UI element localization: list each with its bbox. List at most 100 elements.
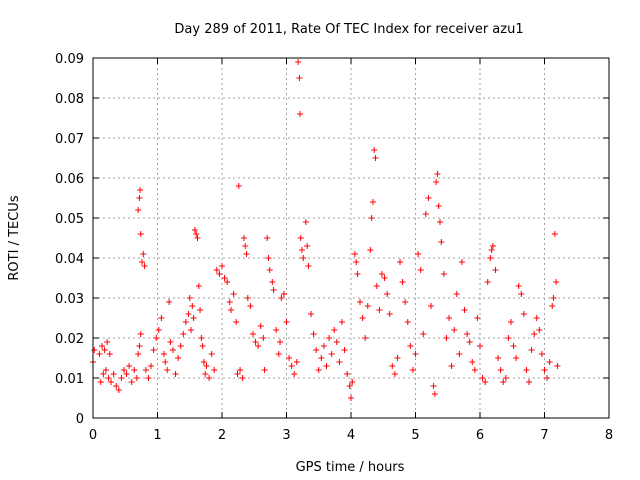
scatter-point [106,351,113,357]
scatter-point [453,291,460,297]
scatter-point [310,331,317,337]
scatter-point [162,359,169,365]
scatter-point [182,319,189,325]
scatter-point [131,367,138,373]
scatter-point [186,295,193,301]
scatter-point [101,347,108,353]
scatter-point [198,335,205,341]
scatter-point [140,251,147,257]
y-tick-label: 0.07 [55,132,84,147]
scatter-point [328,351,335,357]
scatter-point [399,279,406,285]
scatter-point [513,355,520,361]
y-tick-label: 0.08 [55,92,84,107]
scatter-point [341,347,348,353]
x-tick-label: 4 [347,428,355,443]
scatter-point [469,359,476,365]
scatter-point [216,271,223,277]
scatter-point [188,327,195,333]
scatter-point [407,343,414,349]
scatter-point [136,195,143,201]
scatter-point [97,379,104,385]
scatter-point [346,383,353,389]
scatter-point [91,347,98,353]
scatter-point [397,259,404,265]
scatter-point [331,327,338,333]
scatter-point [142,367,149,373]
scatter-point [190,315,197,321]
scatter-point [520,311,527,317]
scatter-point [283,319,290,325]
scatter-point [298,247,305,253]
scatter-point [199,343,206,349]
scatter-point [531,331,538,337]
scatter-point [338,319,345,325]
scatter-point [195,283,202,289]
y-axis-label: ROTI / TECUs [7,195,22,280]
y-tick-label: 0.05 [55,212,84,227]
scatter-point [264,235,271,241]
scatter-point [175,355,182,361]
scatter-point [102,367,109,373]
x-tick-label: 5 [411,428,419,443]
scatter-point [202,371,209,377]
scatter-point [546,359,553,365]
scatter-point [273,327,280,333]
scatter-point [104,339,111,345]
scatter-point [293,359,300,365]
scatter-point [420,331,427,337]
scatter-point [313,347,320,353]
scatter-point [437,219,444,225]
scatter-point [484,279,491,285]
scatter-point [434,171,441,177]
scatter-point [118,375,125,381]
scatter-point [137,231,144,237]
y-tick-label: 0.03 [55,292,84,307]
scatter-point [252,339,259,345]
scatter-point [326,335,333,341]
scatter-point [270,287,277,293]
scatter-point [308,311,315,317]
scatter-point [464,331,471,337]
scatter-point [133,375,140,381]
scatter-point [194,235,201,241]
scatter-point [164,367,171,373]
scatter-point [153,335,160,341]
scatter-point [249,331,256,337]
scatter-point [172,371,179,377]
scatter-point [234,371,241,377]
scatter-point [230,291,237,297]
scatter-point [137,331,144,337]
scatter-point [438,239,445,245]
scatter-point [277,339,284,345]
scatter-point [224,279,231,285]
scatter-point [185,311,192,317]
scatter-point [427,303,434,309]
scatter-point [219,263,225,269]
scatter-point [417,267,424,273]
scatter-point [318,355,325,361]
scatter-point [302,219,309,225]
scatter-point [415,251,422,257]
scatter-point [381,275,388,281]
y-tick-label: 0.09 [55,52,84,67]
scatter-point [351,251,358,257]
scatter-point [255,343,262,349]
scatter-point [139,259,146,265]
scatter-point [376,307,383,313]
scatter-point [367,247,374,253]
scatter-point [482,379,489,385]
scatter-point [384,291,391,297]
scatter-point [536,327,543,333]
scatter-point [169,347,176,353]
scatter-point [288,363,295,369]
scatter-point [280,291,287,297]
x-tick-label: 3 [282,428,290,443]
scatter-point [456,351,463,357]
scatter-point [430,383,437,389]
scatter-point [120,367,127,373]
scatter-point [189,303,196,309]
scatter-point [344,371,351,377]
scatter-point [489,243,496,249]
scatter-point [239,375,246,381]
